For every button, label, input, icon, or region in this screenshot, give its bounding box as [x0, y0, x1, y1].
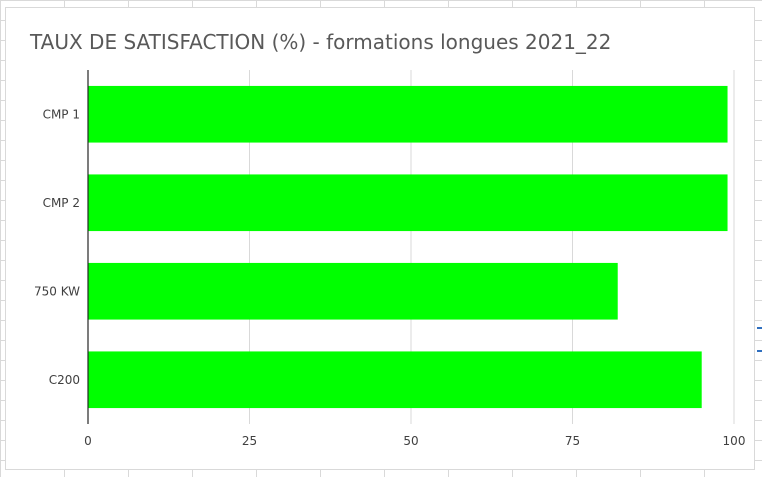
bar: [88, 85, 728, 143]
bar: [88, 174, 728, 232]
x-tick-label: 100: [723, 434, 746, 448]
x-tick-label: 50: [403, 434, 418, 448]
y-tick-label: CMP 1: [43, 107, 80, 121]
y-tick-label: 750 KW: [34, 284, 80, 298]
y-tick-label: CMP 2: [43, 196, 80, 210]
chart-frame[interactable]: TAUX DE SATISFACTION (%) - formations lo…: [5, 7, 755, 470]
x-tick-label: 25: [242, 434, 257, 448]
selection-handle: [757, 327, 762, 329]
bar: [88, 351, 702, 409]
y-tick-label: C200: [49, 373, 80, 387]
x-tick-label: 0: [84, 434, 92, 448]
bar-chart: 0 25 50 75 100 CMP 1 CMP 2 750 KW C200: [34, 70, 746, 448]
x-tick-label: 75: [565, 434, 580, 448]
selection-handle: [757, 350, 762, 352]
chart-title: TAUX DE SATISFACTION (%) - formations lo…: [30, 30, 612, 54]
bar: [88, 262, 618, 320]
